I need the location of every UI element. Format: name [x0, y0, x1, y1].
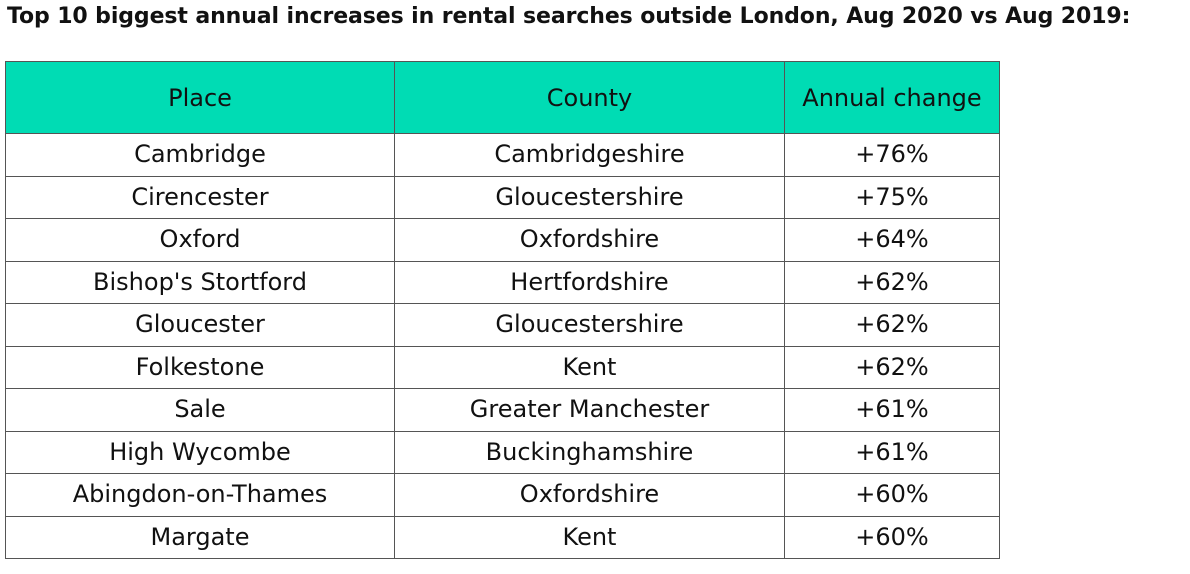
cell-county: Gloucestershire — [394, 303, 785, 347]
cell-annual-change: +60% — [784, 473, 1000, 517]
cell-county: Buckinghamshire — [394, 430, 785, 474]
cell-place: Folkestone — [5, 345, 395, 389]
cell-annual-change: +75% — [784, 175, 1000, 219]
table-row: Abingdon-on-Thames Oxfordshire +60% — [5, 473, 1000, 517]
table-row: Bishop's Stortford Hertfordshire +62% — [5, 260, 1000, 304]
cell-place: Sale — [5, 388, 395, 432]
table-row: Sale Greater Manchester +61% — [5, 388, 1000, 432]
cell-annual-change: +62% — [784, 303, 1000, 347]
rental-searches-table: Place County Annual change Cambridge Cam… — [5, 61, 1000, 559]
cell-place: Margate — [5, 515, 395, 559]
header-annual-change: Annual change — [784, 61, 1000, 134]
table-row: Folkestone Kent +62% — [5, 345, 1000, 389]
cell-county: Cambridgeshire — [394, 133, 785, 177]
cell-county: Hertfordshire — [394, 260, 785, 304]
table-row: Oxford Oxfordshire +64% — [5, 218, 1000, 262]
cell-annual-change: +60% — [784, 515, 1000, 559]
cell-place: Oxford — [5, 218, 395, 262]
table-row: Margate Kent +60% — [5, 515, 1000, 559]
cell-annual-change: +62% — [784, 345, 1000, 389]
cell-county: Greater Manchester — [394, 388, 785, 432]
cell-place: Abingdon-on-Thames — [5, 473, 395, 517]
cell-place: Gloucester — [5, 303, 395, 347]
cell-county: Gloucestershire — [394, 175, 785, 219]
cell-county: Kent — [394, 345, 785, 389]
table-row: Cirencester Gloucestershire +75% — [5, 175, 1000, 219]
cell-annual-change: +61% — [784, 388, 1000, 432]
table-header-row: Place County Annual change — [5, 61, 1000, 134]
cell-annual-change: +62% — [784, 260, 1000, 304]
cell-county: Oxfordshire — [394, 473, 785, 517]
header-county: County — [394, 61, 785, 134]
cell-county: Oxfordshire — [394, 218, 785, 262]
cell-annual-change: +64% — [784, 218, 1000, 262]
table-row: High Wycombe Buckinghamshire +61% — [5, 430, 1000, 474]
cell-place: Cambridge — [5, 133, 395, 177]
page-title: Top 10 biggest annual increases in renta… — [7, 4, 1131, 29]
cell-place: Bishop's Stortford — [5, 260, 395, 304]
cell-place: High Wycombe — [5, 430, 395, 474]
cell-annual-change: +61% — [784, 430, 1000, 474]
table-row: Gloucester Gloucestershire +62% — [5, 303, 1000, 347]
header-place: Place — [5, 61, 395, 134]
cell-county: Kent — [394, 515, 785, 559]
cell-annual-change: +76% — [784, 133, 1000, 177]
cell-place: Cirencester — [5, 175, 395, 219]
table-row: Cambridge Cambridgeshire +76% — [5, 133, 1000, 177]
